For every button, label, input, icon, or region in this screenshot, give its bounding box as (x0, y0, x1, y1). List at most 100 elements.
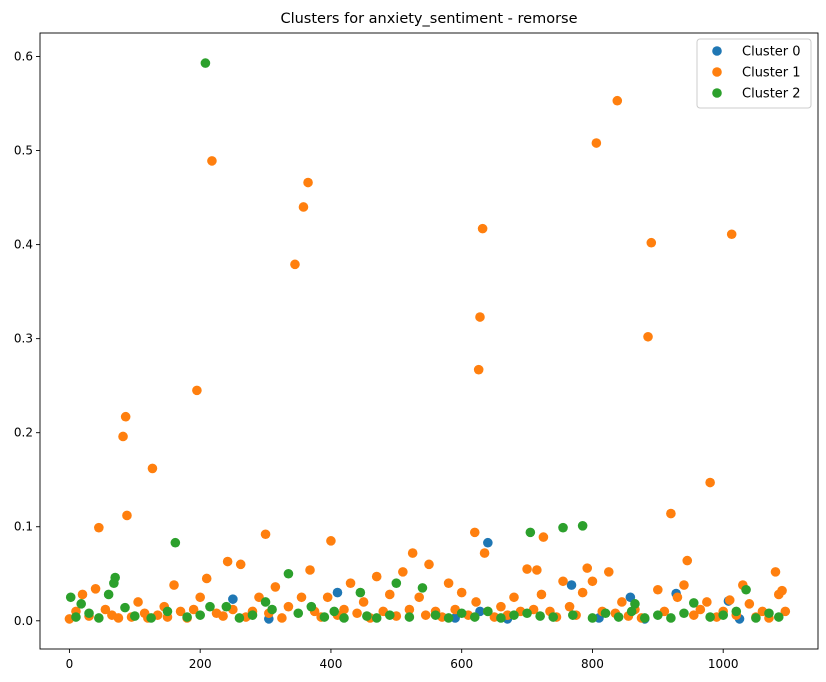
scatter-point (100, 604, 111, 615)
scatter-point (566, 580, 577, 590)
scatter-point (71, 612, 81, 622)
scatter-point (536, 589, 547, 600)
scatter-point (538, 532, 549, 542)
scatter-point (653, 584, 663, 595)
scatter-point (235, 559, 246, 570)
scatter-point (612, 95, 623, 106)
scatter-point (371, 571, 382, 582)
scatter-point (326, 536, 336, 546)
scatter-point (345, 578, 356, 588)
scatter-point (352, 608, 362, 619)
scatter-point (283, 568, 294, 579)
scatter-point (122, 510, 132, 521)
scatter-point (577, 587, 588, 598)
scatter-point (469, 612, 480, 622)
scatter-point (94, 613, 104, 623)
scatter-point (305, 565, 315, 575)
scatter-point (169, 580, 179, 590)
scatter-point (643, 331, 653, 342)
scatter-point (522, 564, 532, 574)
scatter-point (548, 612, 559, 622)
scatter-point (222, 556, 233, 567)
scatter-point (773, 612, 784, 622)
scatter-point (84, 608, 94, 619)
scatter-point (443, 578, 454, 588)
scatter-point (260, 529, 271, 540)
scatter-point (424, 559, 434, 570)
scatter-point (404, 612, 415, 622)
scatter-point (247, 610, 258, 620)
scatter-point (666, 613, 676, 623)
scatter-point (483, 537, 493, 548)
scatter-point (103, 589, 114, 600)
scatter-point (162, 606, 173, 617)
scatter-point (483, 606, 493, 617)
scatter-point (195, 610, 205, 620)
y-axis: 0.0 0.1 0.2 0.3 0.4 0.5 0.6 (14, 50, 40, 628)
scatter-point (456, 587, 467, 598)
scatter-point (568, 610, 578, 620)
scatter-point (188, 604, 199, 615)
series-2 (65, 58, 784, 623)
scatter-point (339, 604, 349, 615)
scatter-point (430, 610, 441, 620)
scatter-point (218, 611, 228, 621)
scatter-point (630, 599, 640, 609)
scatter-point (371, 613, 382, 623)
scatter-point (175, 606, 186, 617)
scatter-point (110, 572, 120, 583)
scatter-point (76, 599, 86, 609)
x-tick-label: 200 (189, 657, 212, 671)
x-axis: 0 200 400 600 800 1000 (66, 649, 739, 671)
scatter-point (120, 411, 131, 422)
scatter-point (724, 595, 735, 605)
scatter-point (532, 565, 542, 575)
scatter-point (688, 598, 699, 608)
scatter-point (133, 597, 143, 607)
scatter-point (741, 584, 751, 595)
scatter-point (558, 522, 568, 533)
scatter-point (564, 601, 575, 612)
scatter-point (120, 602, 130, 613)
scatter-point (205, 601, 215, 612)
scatter-point (306, 601, 317, 612)
scatter-point (391, 578, 402, 588)
scatter-point (718, 610, 728, 620)
scatter-point (496, 601, 506, 612)
scatter-point (332, 587, 343, 598)
scatter-point (600, 608, 611, 619)
scatter-point (770, 567, 781, 577)
scatter-point (195, 592, 205, 603)
scatter-point (672, 592, 683, 603)
scatter-point (613, 612, 624, 622)
scatter-point (283, 601, 294, 612)
scatter-point (260, 597, 271, 607)
scatter-point (384, 589, 395, 600)
y-tick-label: 0.3 (14, 332, 33, 346)
scatter-point (303, 177, 313, 188)
scatter-point (267, 604, 277, 615)
scatter-point (234, 613, 245, 623)
scatter-point (329, 606, 340, 617)
legend-label: Cluster 0 (742, 45, 801, 60)
scatter-point (744, 599, 755, 609)
scatter-point (443, 613, 454, 623)
scatter-point (221, 601, 232, 612)
scatter-point (404, 604, 415, 615)
scatter-point (293, 608, 304, 619)
scatter-point (479, 548, 490, 558)
scatter-point (731, 606, 742, 617)
scatter-point (653, 610, 663, 620)
scatter-point (90, 584, 101, 594)
plot-area (40, 33, 818, 649)
scatter-point (525, 527, 536, 538)
scatter-point (666, 508, 676, 519)
x-tick-label: 600 (450, 657, 473, 671)
scatter-point (290, 259, 300, 270)
scatter-point (420, 610, 431, 620)
scatter-point (496, 613, 506, 623)
x-tick-label: 1000 (708, 657, 739, 671)
scatter-point (298, 202, 309, 212)
legend-marker (712, 67, 722, 77)
